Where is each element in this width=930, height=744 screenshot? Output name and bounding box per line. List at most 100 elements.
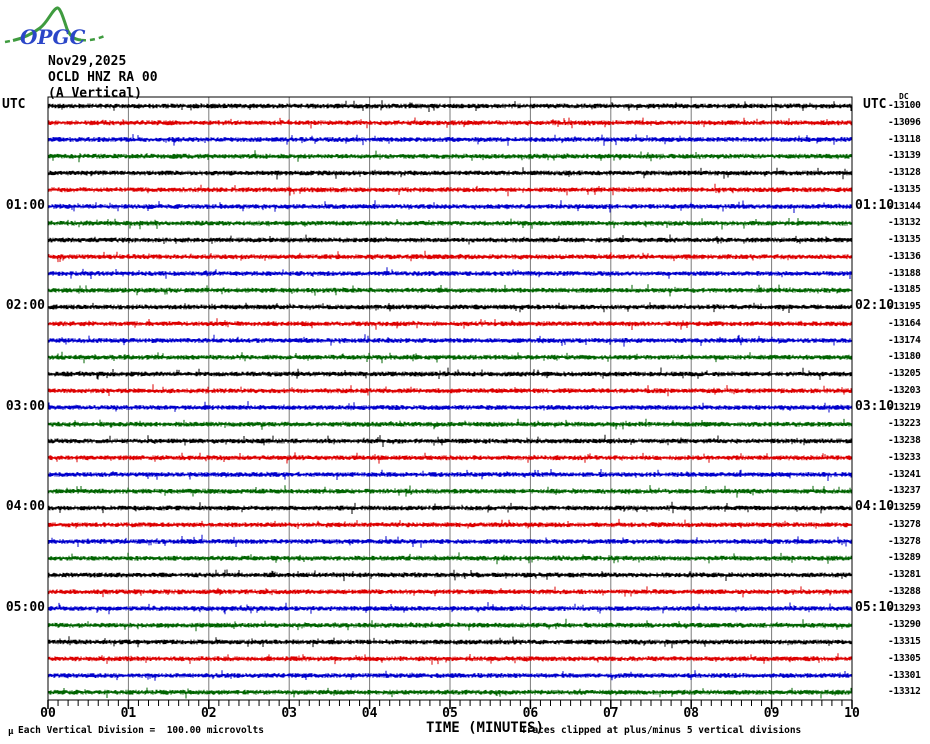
dc-offset-value-0140: -13188 [888, 267, 921, 279]
x-tick-label-01: 01 [120, 706, 137, 721]
left-hour-label-0300: 03:00 [5, 398, 45, 414]
dc-offset-value-0130: -13136 [888, 250, 921, 262]
seismogram-trace-0550 [48, 687, 852, 699]
seismogram-trace-0200 [48, 302, 852, 313]
dc-offset-value-0110: -13132 [888, 217, 921, 229]
header-date: Nov29,2025 [48, 54, 127, 69]
seismogram-trace-0420 [48, 534, 852, 548]
dc-offset-value-0300: -13219 [888, 401, 921, 413]
dc-offset-value-0250: -13203 [888, 384, 921, 396]
right-hour-label-0110: 01:10 [855, 197, 895, 213]
x-tick-label-05: 05 [442, 706, 458, 721]
seismogram-trace-0310 [48, 418, 852, 430]
dc-offset-value-0030: -13139 [888, 150, 921, 162]
seismogram-trace-0320 [48, 434, 852, 447]
dc-offset-value-0550: -13312 [888, 686, 921, 698]
seismogram-trace-0300 [48, 401, 852, 413]
seismogram-trace-0020 [48, 134, 852, 146]
seismogram-trace-0120 [48, 234, 852, 245]
header-station: OCLD HNZ RA 00 [48, 70, 158, 85]
x-tick-label-04: 04 [361, 706, 378, 721]
dc-offset-value-0050: -13135 [888, 183, 921, 195]
seismogram-trace-0210 [48, 318, 852, 330]
dc-offset-value-0320: -13238 [888, 435, 921, 446]
seismogram-trace-0230 [48, 351, 852, 364]
dc-offset-value-0000: -13100 [888, 100, 921, 111]
seismogram-trace-0240 [48, 367, 852, 380]
x-tick-label-08: 08 [683, 706, 700, 721]
seismogram-trace-0130 [48, 250, 852, 263]
dc-offset-value-0240: -13205 [888, 368, 921, 379]
dc-offset-value-0400: -13259 [888, 502, 921, 513]
opgc-logo: OPGC [4, 6, 108, 49]
logo-mountain-curve [12, 6, 82, 42]
dc-label: DC [899, 92, 909, 101]
logo-curve-lead [4, 39, 14, 44]
seismogram-trace-0430 [48, 552, 852, 565]
seismogram-trace-0400 [48, 501, 852, 514]
dc-offset-value-0450: -13288 [888, 585, 921, 597]
seismogram-trace-0510 [48, 618, 852, 632]
clip-note: Traces clipped at plus/minus 5 vertical … [521, 725, 802, 736]
seismogram-trace-0500 [48, 602, 852, 615]
dc-offset-value-0310: -13223 [888, 418, 921, 430]
seismogram-trace-0000 [48, 100, 852, 112]
dc-offset-value-0150: -13185 [888, 284, 921, 296]
seismogram-trace-0140 [48, 267, 852, 279]
dc-offset-value-0520: -13315 [888, 636, 921, 647]
seismogram-trace-0450 [48, 586, 852, 598]
dc-offset-value-0410: -13278 [888, 518, 921, 530]
dc-offset-value-0200: -13195 [888, 301, 921, 312]
logo-text: OPGC [20, 25, 86, 49]
seismogram-trace-0110 [48, 218, 852, 230]
dc-offset-value-0430: -13289 [888, 552, 921, 564]
dc-offset-value-0330: -13233 [888, 451, 921, 463]
dc-offset-value-0100: -13144 [888, 200, 921, 212]
dc-offset-value-0230: -13180 [888, 351, 921, 363]
logo-curve-tail [80, 33, 108, 42]
right-hour-label-0410: 04:10 [855, 499, 895, 514]
seismogram-trace-0150 [48, 284, 852, 297]
seismogram-trace-0040 [48, 167, 852, 180]
x-tick-label-09: 09 [763, 706, 780, 721]
dc-offset-value-0340: -13241 [888, 468, 921, 480]
seismogram-trace-0540 [48, 670, 852, 681]
seismogram-trace-0340 [48, 469, 852, 481]
seismogram-trace-0010 [48, 117, 852, 129]
dc-offset-value-0510: -13290 [888, 619, 921, 631]
dc-offset-value-0440: -13281 [888, 569, 921, 580]
dc-offset-value-0120: -13135 [888, 234, 921, 245]
left-hour-label-0100: 01:00 [5, 197, 45, 213]
scale-note: Each Vertical Division = 100.00 microvol… [18, 725, 264, 736]
dc-offset-value-0020: -13118 [888, 133, 921, 145]
seismogram-trace-0410 [48, 518, 852, 529]
x-axis-title: TIME (MINUTES) [425, 720, 544, 736]
dc-offset-value-0040: -13128 [888, 167, 921, 178]
seismogram-trace-0100 [48, 200, 852, 213]
x-tick-label-00: 00 [40, 706, 56, 721]
dc-offset-value-0220: -13174 [888, 334, 921, 346]
x-tick-label-06: 06 [522, 706, 539, 721]
right-hour-label-0210: 02:10 [855, 298, 895, 313]
seismogram-trace-0330 [48, 452, 852, 464]
seismogram-trace-0220 [48, 334, 852, 347]
right-hour-label-0310: 03:10 [855, 398, 895, 414]
dc-offset-value-0530: -13305 [888, 652, 921, 664]
x-tick-label-07: 07 [602, 706, 619, 721]
dc-offset-value-0500: -13293 [888, 602, 921, 614]
right-hour-label-0510: 05:10 [855, 599, 895, 615]
left-hour-label-0200: 02:00 [5, 298, 45, 313]
x-tick-label-02: 02 [200, 706, 217, 721]
seismogram-trace-0250 [48, 384, 852, 397]
seismogram-trace-0050 [48, 183, 852, 197]
seismogram-trace-0030 [48, 150, 852, 163]
dc-offset-value-0420: -13278 [888, 535, 921, 547]
left-hour-label-0400: 04:00 [5, 499, 45, 514]
seismogram-trace-0520 [48, 636, 852, 649]
x-tick-label-10: 10 [844, 706, 860, 721]
dc-offset-value-0210: -13164 [888, 317, 921, 329]
dc-offset-value-0350: -13237 [888, 485, 921, 497]
left-hour-label-0500: 05:00 [5, 599, 45, 615]
